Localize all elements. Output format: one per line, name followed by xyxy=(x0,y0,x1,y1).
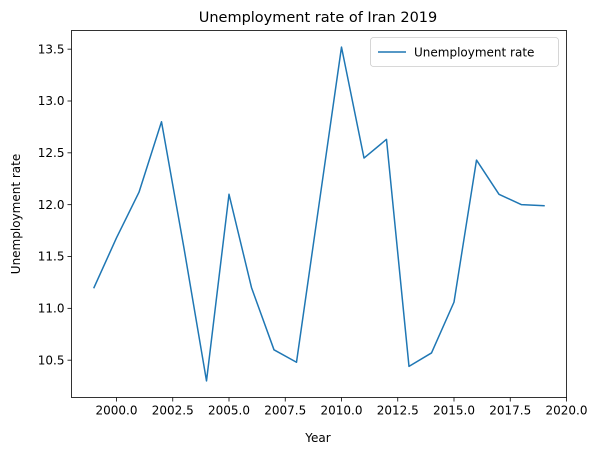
chart-title: Unemployment rate of Iran 2019 xyxy=(199,10,438,26)
y-tick-label: 10.5 xyxy=(38,353,65,367)
x-tick-label: 2020.0 xyxy=(546,404,588,418)
x-tick-label: 2017.5 xyxy=(489,404,531,418)
x-tick-label: 2000.0 xyxy=(96,404,138,418)
x-tick-label: 2007.5 xyxy=(264,404,306,418)
legend-entry-label: Unemployment rate xyxy=(414,46,534,60)
plot-frame xyxy=(71,30,567,398)
y-axis-label: Unemployment rate xyxy=(9,154,23,274)
legend: Unemployment rate xyxy=(370,37,559,67)
x-tick-label: 2010.0 xyxy=(321,404,363,418)
x-axis-label: Year xyxy=(304,431,330,445)
series-line-unemployment-rate xyxy=(93,46,545,382)
y-tick-label: 11.0 xyxy=(38,302,65,316)
y-tick-label: 11.5 xyxy=(38,250,65,264)
x-tick-label: 2015.0 xyxy=(433,404,475,418)
y-axis: 10.5 11.0 11.5 12.0 12.5 13.0 13.5 xyxy=(38,42,72,367)
plot-area xyxy=(93,46,545,382)
y-tick-label: 13.0 xyxy=(38,94,65,108)
x-tick-label: 2005.0 xyxy=(208,404,250,418)
y-tick-label: 12.0 xyxy=(38,198,65,212)
y-tick-label: 12.5 xyxy=(38,146,65,160)
x-tick-label: 2012.5 xyxy=(377,404,419,418)
y-tick-label: 13.5 xyxy=(38,42,65,56)
legend-box xyxy=(370,37,559,67)
x-tick-label: 2002.5 xyxy=(152,404,194,418)
x-axis: 2000.0 2002.5 2005.0 2007.5 2010.0 2012.5 2015… xyxy=(96,397,588,418)
